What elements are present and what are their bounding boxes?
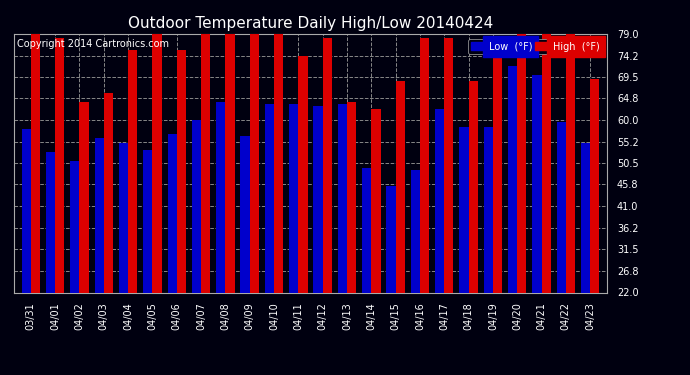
Bar xyxy=(493,38,502,292)
Bar xyxy=(411,170,420,292)
Bar xyxy=(31,29,40,292)
Legend: Low  (°F), High  (°F): Low (°F), High (°F) xyxy=(469,39,602,54)
Bar xyxy=(371,109,381,292)
Bar xyxy=(216,102,226,292)
Bar xyxy=(177,50,186,292)
Bar xyxy=(289,104,298,292)
Bar xyxy=(70,161,79,292)
Bar xyxy=(590,79,600,292)
Bar xyxy=(79,102,89,292)
Bar xyxy=(542,0,551,292)
Bar xyxy=(337,104,347,292)
Bar xyxy=(168,134,177,292)
Bar xyxy=(95,138,103,292)
Bar xyxy=(444,38,453,292)
Title: Outdoor Temperature Daily High/Low 20140424: Outdoor Temperature Daily High/Low 20140… xyxy=(128,16,493,31)
Bar xyxy=(152,20,161,292)
Bar xyxy=(518,0,526,292)
Bar xyxy=(347,102,356,292)
Bar xyxy=(566,20,575,292)
Bar xyxy=(460,127,469,292)
Bar xyxy=(435,109,444,292)
Bar xyxy=(226,6,235,292)
Bar xyxy=(250,0,259,292)
Bar xyxy=(557,122,566,292)
Bar xyxy=(469,81,477,292)
Bar xyxy=(55,38,64,292)
Bar xyxy=(386,186,395,292)
Bar xyxy=(274,0,284,292)
Bar xyxy=(581,143,590,292)
Bar xyxy=(21,129,31,292)
Bar xyxy=(484,127,493,292)
Bar xyxy=(119,143,128,292)
Bar xyxy=(104,93,113,292)
Bar xyxy=(420,38,429,292)
Bar xyxy=(128,50,137,292)
Bar xyxy=(508,66,518,292)
Bar xyxy=(192,120,201,292)
Text: Copyright 2014 Cartronics.com: Copyright 2014 Cartronics.com xyxy=(17,39,169,49)
Bar xyxy=(144,150,152,292)
Bar xyxy=(265,104,274,292)
Bar xyxy=(395,81,405,292)
Bar xyxy=(240,136,250,292)
Bar xyxy=(298,57,308,292)
Bar xyxy=(313,106,323,292)
Bar xyxy=(323,38,332,292)
Bar xyxy=(362,168,371,292)
Bar xyxy=(532,75,542,292)
Bar xyxy=(201,20,210,292)
Bar xyxy=(46,152,55,292)
